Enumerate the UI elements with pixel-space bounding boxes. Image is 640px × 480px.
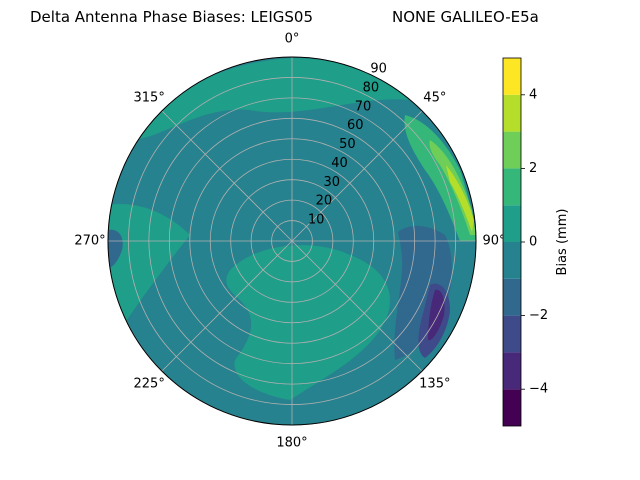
colorbar-band [503, 315, 521, 353]
angular-tick-label: 0° [285, 32, 300, 47]
contour-region-east-low [394, 225, 452, 360]
angular-tick-label: 90° [482, 234, 505, 249]
contour-region-northeast-edge [404, 115, 476, 241]
colorbar-band [503, 58, 521, 95]
polar-grid [107, 56, 477, 426]
angular-gridline [161, 110, 293, 242]
colorbar-band [503, 168, 521, 206]
colorbar-tick-label: −4 [529, 382, 548, 397]
angular-tick-label: 225° [134, 376, 165, 391]
contour-region-background [108, 57, 476, 425]
colorbar-band [503, 352, 521, 390]
colorbar-band [503, 389, 521, 426]
radial-tick-label: 50 [339, 137, 356, 152]
colorbar-band [503, 205, 521, 242]
angular-gridline [161, 240, 293, 372]
colorbar-band [503, 131, 521, 169]
chart-title-right: NONE GALILEO-E5a [392, 8, 539, 26]
colorbar-tick-label: 0 [529, 235, 537, 250]
colorbar-tick-label: 2 [529, 161, 537, 176]
radial-tick-label: 10 [308, 213, 325, 228]
angular-tick-label: 135° [419, 376, 450, 391]
contour-region-northeast-edge-peak [446, 165, 474, 232]
colorbar-band [503, 94, 521, 132]
radial-tick-label: 40 [331, 156, 348, 171]
radial-tick-label: 70 [355, 99, 372, 114]
angular-tick-label: 270° [74, 234, 105, 249]
colorbar: −4 −2 0 2 4 Bias (mm) [502, 57, 570, 427]
polar-tick-labels: 0° 45° 90° 135° 180° 225° 270° 315° 10 20 30 40 50 60… [74, 32, 505, 451]
colorbar-band [503, 242, 521, 279]
chart-title-left: Delta Antenna Phase Biases: LEIGS05 [30, 8, 314, 26]
radial-tick-label: 80 [363, 80, 380, 95]
colorbar-label: Bias (mm) [555, 209, 570, 276]
angular-tick-label: 315° [134, 91, 165, 106]
angular-tick-label: 45° [423, 91, 446, 106]
colorbar-tick-label: −2 [529, 308, 548, 323]
contour-region-west-low [108, 229, 123, 268]
polar-frame [107, 56, 477, 426]
contour-region-outer-ring-top [130, 58, 410, 140]
radial-tick-label: 30 [323, 175, 340, 190]
angular-tick-label: 180° [276, 436, 307, 451]
angular-gridline [291, 110, 423, 242]
polar-plot-area [108, 57, 476, 425]
colorbar-tick-label: 4 [529, 87, 537, 102]
radial-tick-label: 60 [347, 118, 364, 133]
contour-region-southeast-min [428, 289, 445, 341]
radial-tick-label: 90 [370, 62, 387, 77]
angular-gridline [291, 240, 423, 372]
radial-tick-label: 20 [316, 194, 333, 209]
colorbar-band [503, 278, 521, 316]
